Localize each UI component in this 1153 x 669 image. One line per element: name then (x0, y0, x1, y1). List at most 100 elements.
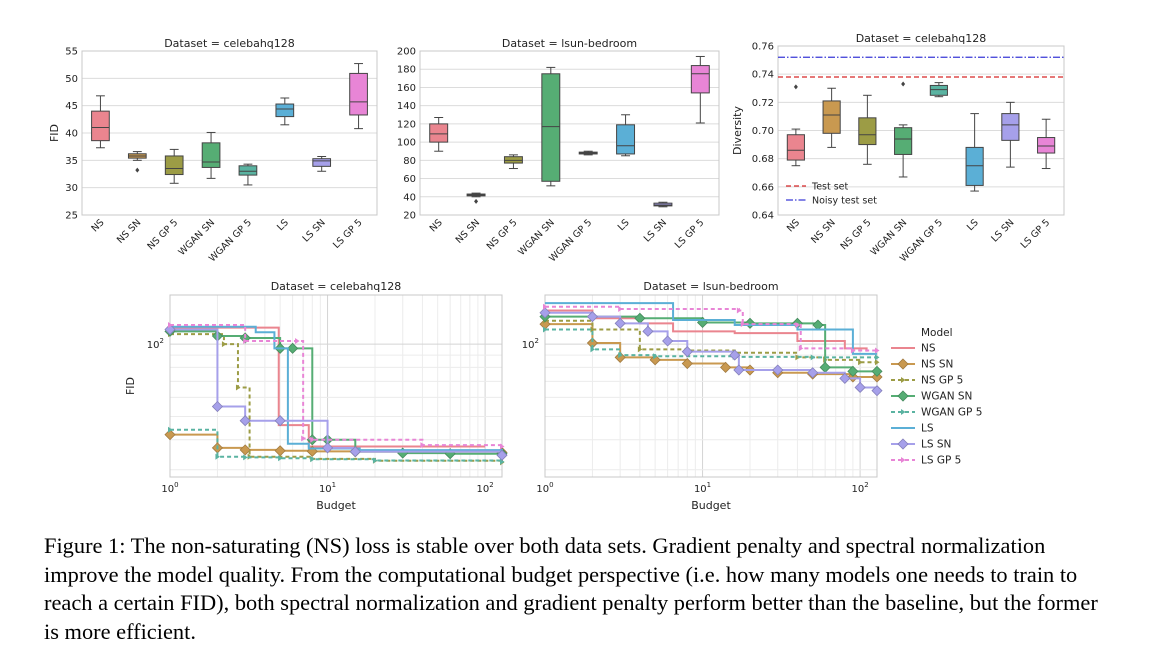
y-tick-label: 102 (147, 337, 164, 351)
legend-marker (897, 390, 909, 402)
y-tick-label: 40 (403, 192, 416, 203)
data-point (614, 317, 626, 329)
x-tick-label: NS SN (454, 217, 482, 245)
box-ns-gp-5 (503, 154, 523, 170)
box-ls-sn (1001, 101, 1020, 168)
legend-title: Model (921, 327, 953, 339)
y-tick-label: 120 (397, 119, 416, 130)
box-body (312, 158, 332, 167)
data-point (634, 312, 646, 324)
data-point (733, 364, 745, 376)
series-wgan-gp-5 (168, 426, 505, 465)
legend-label: NS (921, 343, 936, 355)
y-tick-label: 0.76 (752, 42, 774, 53)
box-wgan-sn (201, 131, 221, 179)
figure-caption: Figure 1: The non-saturating (NS) loss i… (44, 533, 1098, 644)
x-tick-label: LS (965, 217, 981, 233)
series-ls (170, 325, 503, 453)
box-body (91, 110, 110, 142)
y-tick-label: 0.66 (752, 182, 774, 193)
data-point (744, 317, 756, 329)
y-tick-label: 20 (403, 211, 416, 222)
data-point (243, 454, 248, 461)
legend-marker (897, 358, 909, 370)
box-ls-sn (312, 156, 332, 172)
box-body (238, 165, 258, 176)
box-body (1001, 113, 1020, 141)
data-point (372, 457, 378, 464)
x-tick-label: LS GP 5 (673, 217, 707, 251)
x-tick-label: 101 (319, 481, 336, 495)
series-line (545, 309, 868, 352)
data-point (729, 349, 741, 361)
y-tick-label: 0.64 (752, 211, 774, 222)
legend-marker (901, 409, 906, 415)
data-point (795, 322, 800, 329)
legend: Model NS NS SN NS GP 5 WGAN SN WGAN GP 5 LS LS … (891, 327, 982, 467)
x-tick-label: NS (428, 217, 445, 234)
data-point (274, 445, 286, 457)
series-line (170, 333, 503, 463)
series-line (545, 311, 878, 391)
box-body (786, 134, 805, 161)
data-point (301, 435, 306, 442)
box-body (616, 124, 636, 155)
y-tick-label: 35 (65, 156, 78, 167)
x-tick-label: NS GP 5 (485, 217, 520, 252)
data-point (736, 307, 742, 314)
data-point (287, 342, 299, 354)
x-axis-label: Budget (691, 499, 731, 512)
x-tick-label: LS SN (642, 217, 669, 244)
box-panel-3: 0.64 0.66 0.68 0.70 0.72 0.74 0.76 Dataset = ce… (731, 32, 1065, 264)
data-point (211, 400, 223, 413)
legend-label: NS SN (921, 359, 953, 371)
data-point (772, 364, 784, 376)
series-ls-gp-5 (543, 303, 880, 354)
box-body (201, 142, 221, 168)
flier-point (474, 198, 479, 204)
x-tick-label: LS GP 5 (331, 217, 365, 251)
data-point (618, 352, 623, 359)
box-body (1037, 137, 1056, 154)
legend-label: NS GP 5 (921, 375, 963, 387)
data-point (586, 311, 598, 323)
x-tick-label: LS GP 5 (1019, 217, 1053, 251)
box-wgan-gp-5 (929, 82, 948, 98)
box-body (275, 103, 295, 118)
series-ls-sn (539, 307, 883, 397)
data-point (274, 415, 286, 427)
data-point (168, 322, 173, 329)
x-tick-label: NS (89, 217, 106, 234)
x-tick-label: LS (275, 217, 291, 233)
data-point (637, 346, 643, 353)
data-point (871, 385, 883, 397)
x-tick-label: NS SN (115, 217, 143, 245)
box-ns-sn (127, 151, 147, 173)
data-point (854, 381, 866, 394)
x-tick-label: 102 (477, 481, 494, 495)
box-ls-sn (653, 201, 673, 208)
box-ns (786, 84, 805, 167)
legend-label: LS (921, 423, 934, 435)
data-point (850, 347, 856, 354)
data-point (496, 449, 508, 461)
data-point (500, 458, 505, 465)
plot-frame (81, 50, 378, 216)
legend-label: Noisy test set (812, 196, 877, 207)
data-point (278, 455, 283, 462)
box-body (690, 65, 710, 94)
x-tick-label: LS SN (989, 217, 1016, 244)
data-point (649, 354, 661, 366)
box-ls-gp-5 (349, 63, 368, 130)
data-point (310, 436, 315, 443)
budget-panel-1: Dataset = celebahq128 100 101 102 102 Budget F… (124, 280, 508, 512)
y-axis-label: Diversity (731, 106, 744, 155)
data-point (590, 326, 595, 333)
legend: Test set Noisy test set (786, 182, 877, 207)
x-tick-label: 100 (161, 481, 178, 495)
x-tick-label: 101 (694, 481, 711, 495)
y-tick-label: 0.72 (752, 98, 774, 109)
box-wgan-sn (541, 66, 561, 187)
data-point (543, 303, 548, 310)
x-tick-label: 100 (536, 481, 553, 495)
